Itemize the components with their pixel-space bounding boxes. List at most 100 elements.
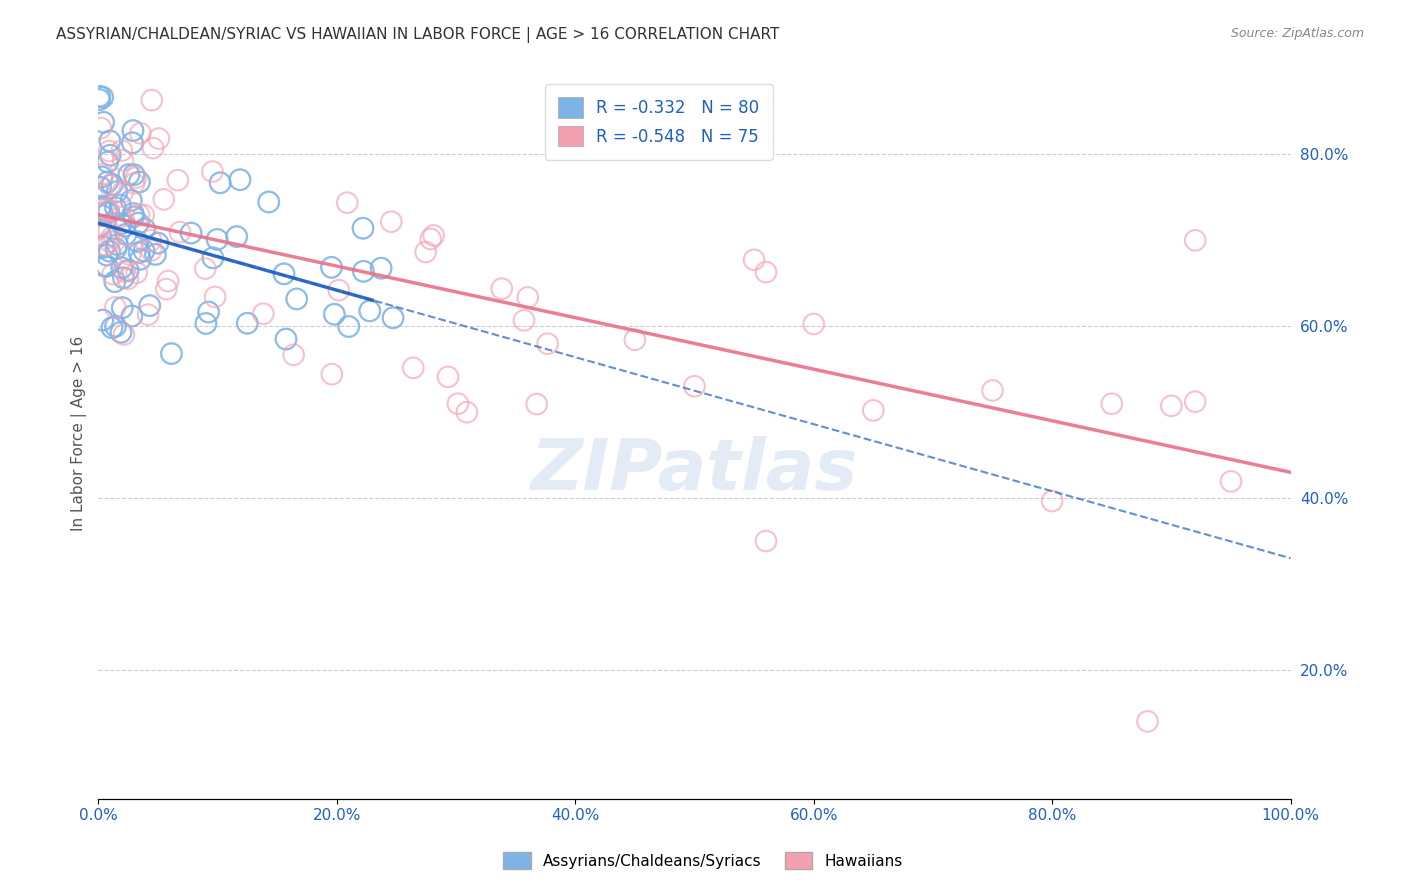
Point [96, 175, 118, 189]
Assyrians/Chaldeans/Syriacs [97, 155, 120, 169]
Point [337, 319, 360, 334]
Hawaiians [516, 290, 538, 304]
Assyrians/Chaldeans/Syriacs [97, 205, 120, 219]
Hawaiians [491, 282, 513, 296]
Assyrians/Chaldeans/Syriacs [91, 209, 114, 223]
Hawaiians [415, 245, 437, 260]
Point [90, 180, 112, 194]
Hawaiians [110, 210, 132, 224]
Point [194, 317, 217, 331]
Assyrians/Chaldeans/Syriacs [98, 148, 121, 162]
Point [115, 227, 138, 242]
Assyrians/Chaldeans/Syriacs [110, 198, 132, 212]
Hawaiians [104, 301, 127, 315]
Point [110, 217, 132, 231]
Hawaiians [117, 272, 139, 286]
Hawaiians [1184, 394, 1206, 409]
Y-axis label: In Labor Force | Age > 16: In Labor Force | Age > 16 [72, 336, 87, 532]
Assyrians/Chaldeans/Syriacs [138, 299, 160, 313]
Assyrians/Chaldeans/Syriacs [121, 136, 143, 150]
Point [91, 313, 114, 327]
Point [353, 264, 375, 278]
Point [111, 260, 134, 275]
Assyrians/Chaldeans/Syriacs [121, 309, 143, 323]
Hawaiians [166, 173, 188, 187]
Hawaiians [194, 261, 217, 276]
Assyrians/Chaldeans/Syriacs [145, 247, 167, 261]
Hawaiians [139, 244, 162, 258]
Assyrians/Chaldeans/Syriacs [93, 115, 115, 129]
Point [285, 292, 308, 306]
Assyrians/Chaldeans/Syriacs [110, 326, 132, 340]
Assyrians/Chaldeans/Syriacs [104, 242, 127, 256]
Hawaiians [139, 233, 162, 247]
Point [122, 168, 145, 182]
Point [98, 244, 121, 259]
Point [98, 148, 121, 162]
Point [89, 219, 111, 233]
Assyrians/Chaldeans/Syriacs [225, 229, 247, 244]
Assyrians/Chaldeans/Syriacs [96, 248, 118, 262]
Hawaiians [526, 397, 548, 411]
Point [96, 248, 118, 262]
Point [101, 320, 124, 334]
Assyrians/Chaldeans/Syriacs [90, 228, 112, 243]
Assyrians/Chaldeans/Syriacs [96, 206, 118, 220]
Point [118, 168, 141, 182]
Assyrians/Chaldeans/Syriacs [129, 252, 152, 267]
Hawaiians [1160, 399, 1182, 413]
Assyrians/Chaldeans/Syriacs [89, 219, 111, 233]
Point [105, 185, 128, 199]
Assyrians/Chaldeans/Syriacs [180, 226, 202, 240]
Assyrians/Chaldeans/Syriacs [128, 175, 150, 189]
Assyrians/Chaldeans/Syriacs [101, 320, 124, 334]
Point [110, 326, 132, 340]
Hawaiians [1184, 233, 1206, 247]
Point [112, 270, 135, 285]
Point [96, 259, 118, 273]
Point [91, 169, 114, 184]
Point [160, 346, 183, 360]
Assyrians/Chaldeans/Syriacs [122, 206, 145, 220]
Assyrians/Chaldeans/Syriacs [90, 199, 112, 213]
Assyrians/Chaldeans/Syriacs [323, 307, 346, 321]
Assyrians/Chaldeans/Syriacs [104, 201, 127, 215]
Assyrians/Chaldeans/Syriacs [111, 260, 134, 275]
Point [229, 173, 252, 187]
Legend: R = -0.332   N = 80, R = -0.548   N = 75: R = -0.332 N = 80, R = -0.548 N = 75 [544, 84, 773, 160]
Assyrians/Chaldeans/Syriacs [209, 176, 232, 190]
Point [104, 201, 127, 215]
Point [122, 210, 145, 224]
Assyrians/Chaldeans/Syriacs [98, 134, 121, 148]
Hawaiians [755, 534, 778, 549]
Text: ZIPatlas: ZIPatlas [531, 435, 858, 505]
Point [128, 175, 150, 189]
Hawaiians [98, 144, 121, 158]
Assyrians/Chaldeans/Syriacs [353, 264, 375, 278]
Point [201, 251, 224, 265]
Point [104, 275, 127, 289]
Assyrians/Chaldeans/Syriacs [117, 263, 139, 277]
Hawaiians [125, 266, 148, 280]
Assyrians/Chaldeans/Syriacs [134, 222, 156, 236]
Assyrians/Chaldeans/Syriacs [90, 202, 112, 216]
Hawaiians [336, 195, 359, 210]
Point [91, 90, 114, 104]
Hawaiians [98, 235, 121, 249]
Assyrians/Chaldeans/Syriacs [93, 259, 115, 273]
Point [90, 199, 112, 213]
Point [129, 252, 152, 267]
Assyrians/Chaldeans/Syriacs [120, 194, 142, 208]
Assyrians/Chaldeans/Syriacs [132, 244, 155, 258]
Hawaiians [97, 223, 120, 237]
Hawaiians [755, 265, 778, 279]
Assyrians/Chaldeans/Syriacs [359, 304, 381, 318]
Point [273, 267, 295, 281]
Hawaiians [437, 369, 460, 384]
Point [197, 305, 219, 319]
Hawaiians [169, 225, 191, 239]
Point [104, 319, 127, 334]
Assyrians/Chaldeans/Syriacs [257, 194, 280, 209]
Hawaiians [128, 208, 150, 222]
Point [122, 123, 145, 137]
